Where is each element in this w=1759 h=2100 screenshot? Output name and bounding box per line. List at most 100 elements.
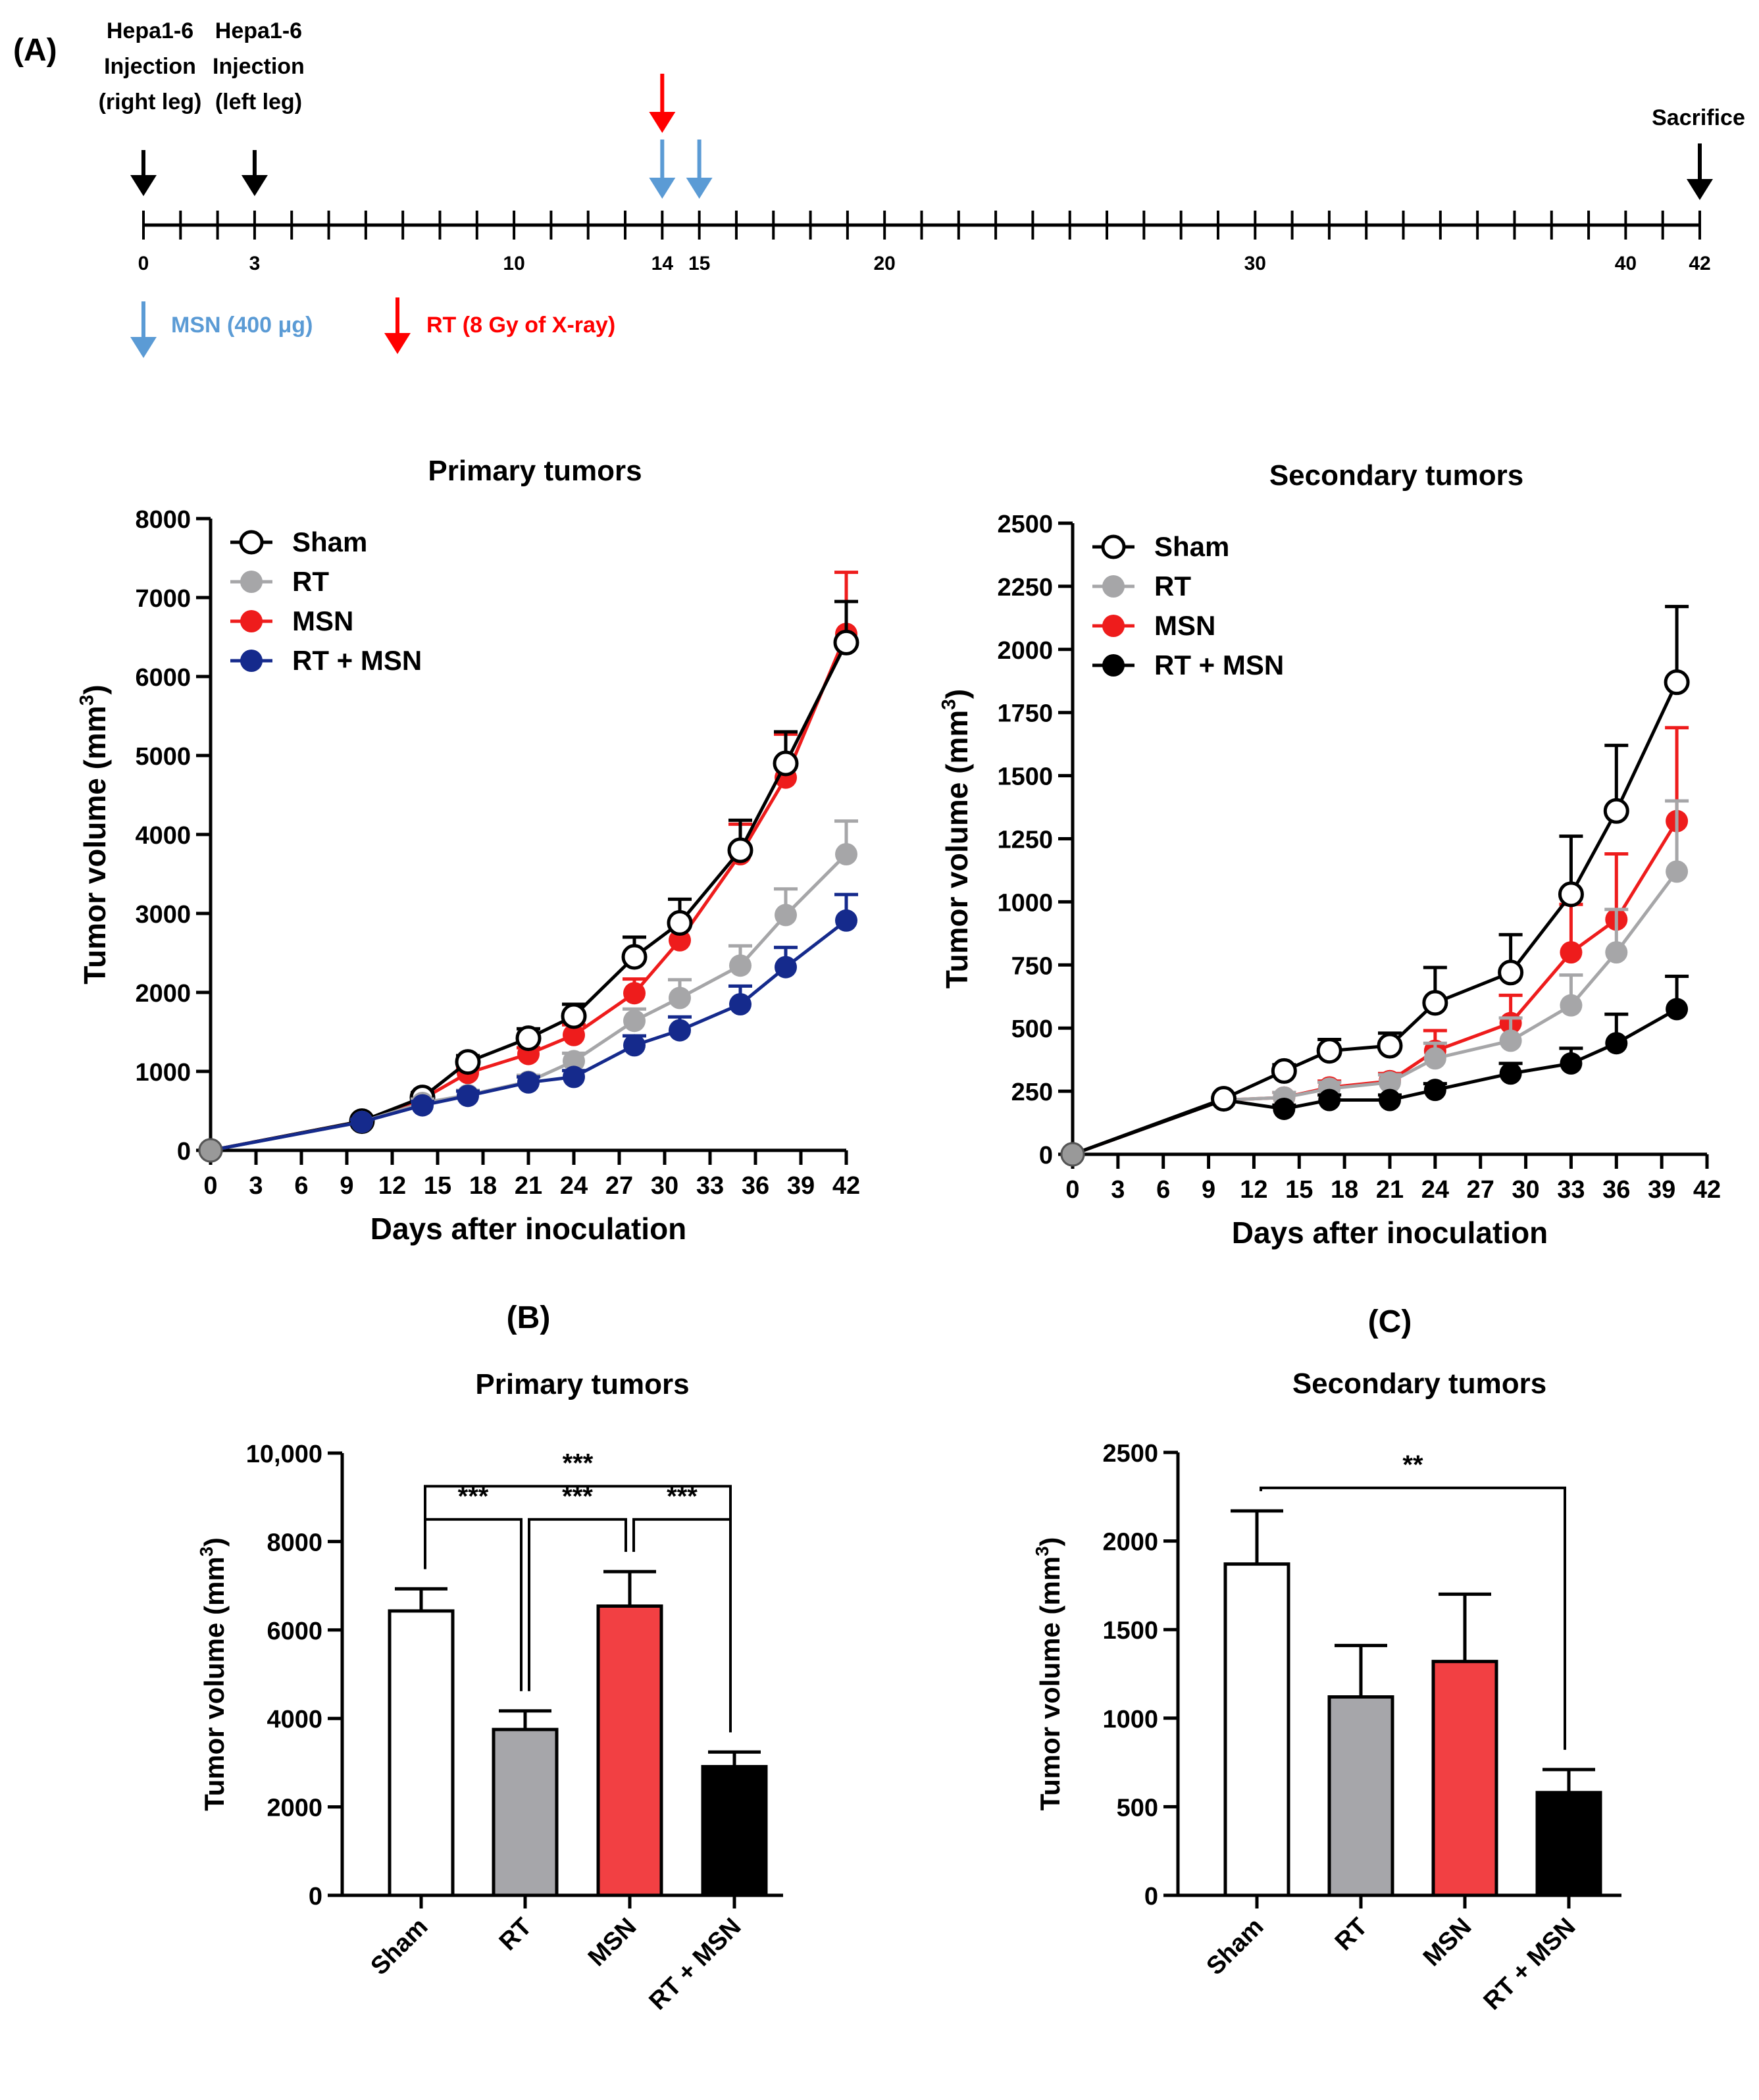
x-tick-label: 3 [1111, 1176, 1125, 1204]
y-tick-label: 7000 [135, 585, 191, 613]
x-tick-label: 30 [651, 1172, 678, 1200]
data-point [1379, 1071, 1401, 1094]
bar-group [1223, 1509, 1290, 1897]
x-tick-label: 30 [1512, 1176, 1539, 1204]
bar [596, 1604, 663, 1897]
rt-arrow-icon [649, 74, 676, 133]
bar [388, 1609, 455, 1897]
arrow-head [649, 112, 676, 133]
legend-item: Sham [230, 526, 367, 557]
y-tick-label: 2500 [1102, 1440, 1158, 1468]
data-point [835, 909, 857, 932]
x-tick-label: 12 [378, 1172, 406, 1200]
data-point [1605, 941, 1628, 964]
data-point [729, 954, 752, 977]
bar [701, 1764, 768, 1897]
category-label: MSN [583, 1913, 642, 1972]
timeline-day-label: 15 [688, 253, 710, 274]
legend-marker [1101, 534, 1126, 559]
bar [1431, 1660, 1498, 1897]
y-tick-label: 2500 [997, 511, 1053, 538]
legend-label: Sham [1154, 531, 1229, 562]
y-tick-label: 1250 [997, 827, 1053, 854]
y-axis-title-end: ) [78, 684, 112, 694]
arrow-head [130, 175, 157, 196]
bar-group [596, 1570, 663, 1897]
data-point [623, 982, 646, 1005]
data-point [669, 929, 691, 952]
legend-item: Sham [1092, 531, 1229, 562]
category-label: MSN [1418, 1913, 1477, 1972]
y-tick-label: 8000 [135, 506, 191, 534]
x-tick-label: 42 [832, 1172, 860, 1200]
data-point [1318, 1088, 1341, 1112]
y-axis-title-end: ) [1034, 1537, 1065, 1547]
event-label: Injection [104, 54, 196, 79]
chart-title: Primary tumors [428, 455, 642, 487]
y-tick-label: 1500 [997, 763, 1053, 791]
secondary-tumor-bar-chart: Secondary tumors 0 500 1000 1500 2000 2500 Tumo… [1032, 1368, 1621, 2100]
timeline-day-label: 30 [1244, 253, 1266, 274]
data-point [1422, 990, 1448, 1016]
x-tick-label: 6 [1156, 1176, 1170, 1204]
data-point [1273, 1097, 1296, 1120]
legend-label: RT + MSN [1154, 650, 1284, 680]
chart-title: Primary tumors [475, 1368, 689, 1400]
series-rtmsn_primary [198, 892, 858, 1163]
legend-item: RT + MSN [230, 645, 422, 676]
data-point [517, 1071, 540, 1094]
y-tick-label: 8000 [267, 1529, 322, 1556]
data-point [1423, 1047, 1446, 1070]
category-label: RT [494, 1913, 538, 1957]
data-point [1558, 881, 1584, 908]
data-point [1316, 1038, 1342, 1064]
y-axis-title-text: Tumor volume (mm [78, 705, 112, 984]
data-point [563, 1023, 585, 1046]
y-axis-title: Tumor volume (mm3) [1032, 1537, 1065, 1811]
timeline-day-label: 20 [874, 253, 896, 274]
x-tick-label: 18 [469, 1172, 497, 1200]
msn-legend-arrow-icon [130, 301, 157, 358]
significance-label: *** [563, 1448, 594, 1477]
x-tick-label: 21 [1376, 1176, 1404, 1204]
primary-tumor-growth-chart: Primary tumors 0 1000 2000 3000 4000 5000 6000 7… [76, 455, 861, 1335]
data-point [833, 629, 859, 655]
event-label: Injection [213, 54, 305, 79]
data-point [1664, 669, 1690, 696]
arrow-head [241, 175, 268, 196]
injection-arrow-icon [241, 150, 268, 196]
bar-group [1327, 1643, 1394, 1897]
bar-group [388, 1587, 455, 1897]
legend-marker [1102, 575, 1125, 598]
y-axis-title-superscript: 3 [76, 695, 98, 706]
arrow-head [130, 337, 157, 358]
panel-label: (C) [1368, 1304, 1412, 1339]
legend-label: MSN [292, 605, 353, 636]
y-tick-label: 750 [1011, 952, 1053, 980]
data-point [411, 1094, 434, 1117]
y-axis-title-superscript: 3 [196, 1547, 217, 1556]
event-label: Hepa1-6 [215, 18, 302, 43]
data-point [773, 750, 799, 777]
timeline-day-label: 10 [503, 253, 524, 274]
data-point [455, 1049, 481, 1075]
rt-legend-label: RT (8 Gy of X-ray) [426, 313, 615, 338]
injection-arrow-icon [130, 150, 157, 196]
timeline-day-label: 40 [1615, 253, 1637, 274]
timeline-day-label: 42 [1689, 253, 1710, 274]
arrow-head [1687, 179, 1713, 200]
data-point [561, 1003, 587, 1029]
legend-marker [240, 650, 263, 672]
y-tick-label: 5000 [135, 743, 191, 771]
y-axis-title-text: Tumor volume (mm [1034, 1556, 1065, 1811]
data-point [775, 956, 797, 979]
data-point [669, 1019, 691, 1042]
y-tick-label: 0 [1144, 1883, 1158, 1910]
x-tick-label: 18 [1331, 1176, 1358, 1204]
series-sham [1060, 605, 1690, 1167]
y-axis-title-text: Tumor volume (mm [199, 1556, 230, 1811]
x-tick-label: 33 [696, 1172, 724, 1200]
bar-group [1431, 1592, 1498, 1897]
bar-group [701, 1750, 768, 1897]
x-tick-label: 15 [1285, 1176, 1313, 1204]
